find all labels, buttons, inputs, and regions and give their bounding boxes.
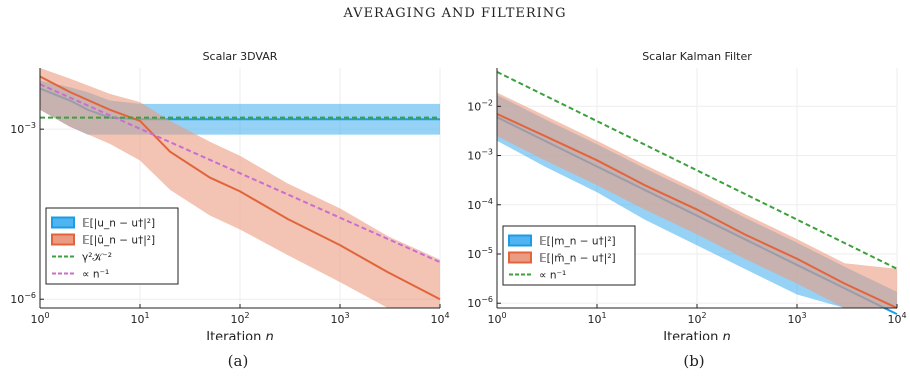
x-tick-label-0: 100	[30, 311, 49, 326]
legend-label-3: ∝ n⁻¹	[82, 269, 109, 281]
x-tick-label-1: 101	[587, 311, 606, 326]
y-tick-label-1: 10−3	[467, 148, 493, 163]
series-line-3	[39, 83, 441, 264]
x-tick-label-2: 102	[687, 311, 706, 326]
y-tick-label-0: 10−2	[467, 98, 493, 113]
legend-swatch-1	[51, 233, 75, 246]
legend-label-2: ∝ n⁻¹	[539, 270, 566, 282]
legend-label-0: 𝔼[|m_n − u†|²]	[539, 236, 616, 248]
series-band-1	[40, 68, 440, 308]
x-tick-label-3: 103	[330, 311, 349, 326]
legend-label-2: γ²𝒦⁻²	[82, 252, 112, 264]
chart-scalar-3dvar: Scalar 3DVAR 100 101 102 103 104 10−3 10−6 Itera…	[10, 50, 449, 340]
y-tick-label-1: 10−6	[10, 291, 36, 306]
legend-label-1: 𝔼[|m̄_n − u†|²]	[539, 253, 616, 265]
legend-swatch-0	[51, 216, 75, 229]
figure-title: AVERAGING AND FILTERING	[343, 6, 567, 21]
x-tick-label-1: 101	[130, 311, 149, 326]
legend-label-1: 𝔼[|ū_n − u†|²]	[82, 235, 155, 247]
y-tick-label-3: 10−5	[467, 246, 493, 261]
x-tick-label-3: 103	[787, 311, 806, 326]
x-axis-label: Iteration n	[663, 330, 731, 340]
series-band-1	[497, 92, 897, 308]
y-tick-label-4: 10−6	[467, 295, 493, 310]
legend-swatch-1	[508, 251, 532, 264]
subcaption-a: (a)	[227, 352, 249, 370]
x-tick-label-2: 102	[230, 311, 249, 326]
legend-label-0: 𝔼[|u_n − u†|²]	[82, 218, 155, 230]
x-axis-label: Iteration n	[206, 330, 274, 340]
series-line-2	[496, 71, 898, 270]
chart-title: Scalar 3DVAR	[203, 50, 278, 63]
y-tick-label-0: 10−3	[10, 121, 36, 136]
series-line-1	[39, 75, 441, 301]
subcaption-b: (b)	[683, 352, 705, 370]
x-tick-label-4: 104	[887, 311, 906, 326]
chart-title: Scalar Kalman Filter	[642, 50, 752, 63]
y-tick-label-2: 10−4	[467, 197, 493, 212]
x-tick-label-0: 100	[487, 311, 506, 326]
x-tick-label-4: 104	[430, 311, 449, 326]
chart-scalar-kalman-filter: Scalar Kalman Filter 100 101 102 103 104 10−2 1…	[467, 50, 906, 340]
legend-swatch-0	[508, 234, 532, 247]
series-line-1	[496, 113, 898, 309]
